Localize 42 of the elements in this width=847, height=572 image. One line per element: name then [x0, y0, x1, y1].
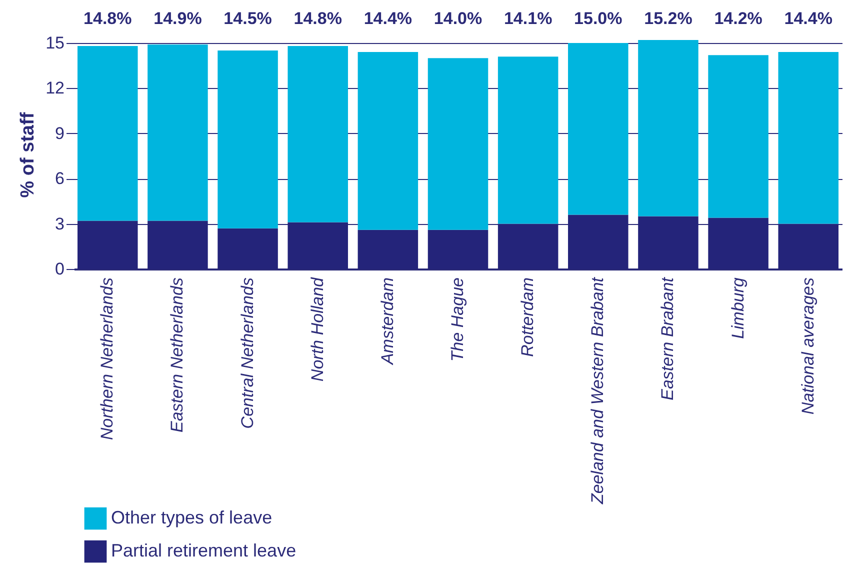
x-tick-label: Amsterdam [378, 278, 397, 366]
bar [708, 55, 768, 218]
bar [358, 52, 418, 230]
total-label: 14.8% [84, 9, 132, 28]
total-label: 14.9% [154, 9, 202, 28]
total-label: 14.0% [434, 9, 482, 28]
total-label: 14.1% [504, 9, 552, 28]
bar [428, 58, 488, 230]
bar [778, 52, 838, 224]
total-label: 14.5% [224, 9, 272, 28]
y-tick-label: 0 [55, 260, 64, 278]
bar [638, 40, 698, 216]
x-tick-label: Northern Netherlands [98, 277, 117, 440]
y-tick-label: 9 [55, 124, 64, 143]
total-label: 14.8% [294, 9, 342, 28]
y-tick-label: 15 [46, 34, 64, 53]
legend-label: Other types of leave [111, 508, 272, 528]
x-tick-label: Rotterdam [518, 278, 538, 357]
x-tick-label: Zeeland and Western Brabant [588, 276, 608, 505]
bar [568, 43, 628, 215]
total-label: 14.4% [784, 9, 832, 28]
bar [148, 44, 208, 221]
x-tick-label: Central Netherlands [238, 277, 257, 429]
y-axis-title: % of staff [18, 112, 39, 198]
legend-label: Partial retirement leave [111, 540, 296, 560]
bar [78, 46, 138, 221]
y-tick-label: 6 [55, 169, 64, 188]
total-label: 14.4% [364, 9, 412, 28]
y-tick-label: 12 [46, 78, 64, 98]
x-tick-label: Eastern Brabant [658, 276, 678, 400]
x-tick-label: National averages [798, 277, 818, 415]
total-label: 14.2% [714, 9, 762, 28]
y-tick-label: 3 [55, 214, 64, 234]
x-tick-label: The Hague [448, 278, 467, 362]
x-tick-label: North Holland [308, 276, 327, 382]
total-label: 15.2% [644, 9, 692, 28]
x-tick-label: Limburg [728, 276, 748, 339]
total-label: 15.0% [574, 9, 622, 28]
bar [498, 56, 558, 224]
bar [218, 50, 278, 228]
bar [288, 46, 348, 222]
x-tick-label: Eastern Netherlands [168, 277, 187, 432]
